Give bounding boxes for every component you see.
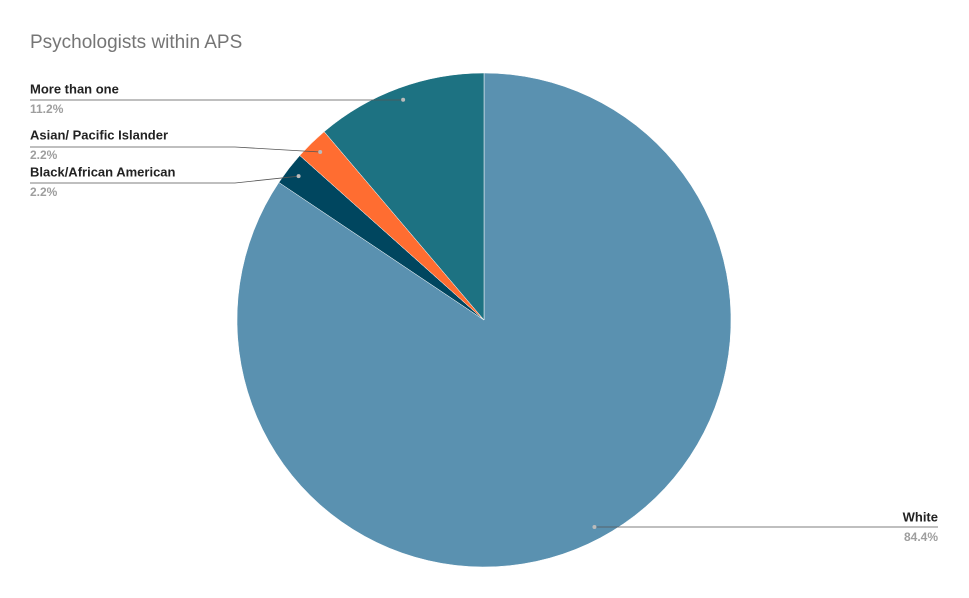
chart-title: Psychologists within APS <box>30 32 242 53</box>
slice-label: Black/African American <box>30 164 176 179</box>
value-label: 2.2% <box>30 148 58 162</box>
leader-line <box>30 175 299 184</box>
slice-label: More than one <box>30 81 119 96</box>
leader-line <box>30 146 321 153</box>
leader-dot <box>592 525 597 530</box>
slice-label: White <box>903 509 938 524</box>
value-label: 84.4% <box>904 530 938 544</box>
value-label: 2.2% <box>30 185 58 199</box>
leader-dot <box>401 97 406 102</box>
leader-dot <box>296 174 301 179</box>
leader-dot <box>318 150 323 155</box>
pie-slice <box>323 72 485 321</box>
slice-label: Asian/ Pacific Islander <box>30 127 168 142</box>
value-label: 11.2% <box>30 102 64 116</box>
